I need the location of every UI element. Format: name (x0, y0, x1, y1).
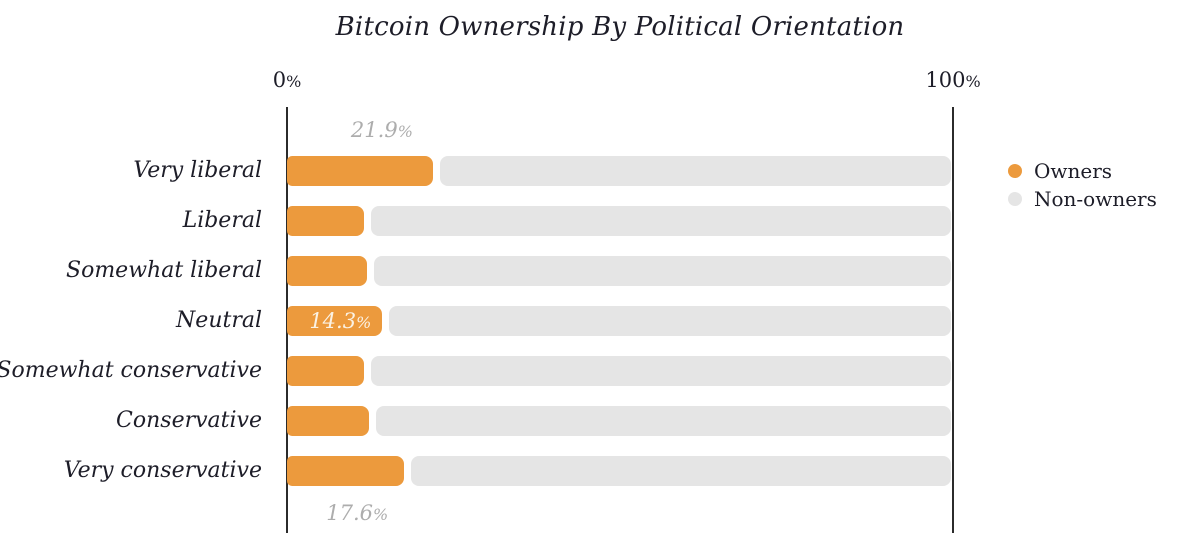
non-owners-bar (371, 356, 951, 386)
category-label: Somewhat conservative (0, 358, 262, 383)
non-owners-bar (375, 406, 951, 436)
legend-label-owners: Owners (1034, 159, 1113, 183)
owners-bar (287, 456, 405, 486)
non-owners-bar (439, 156, 951, 186)
y-axis-line-100pct (952, 107, 954, 533)
legend-item-owners: Owners (1008, 157, 1157, 185)
owners-bar (287, 306, 383, 336)
non-owners-bar (373, 256, 951, 286)
owners-bar (287, 356, 365, 386)
non-owners-bar (389, 306, 951, 336)
category-label: Very conservative (63, 458, 262, 483)
owners-bar (287, 156, 433, 186)
chart-title: Bitcoin Ownership By Political Orientati… (335, 12, 905, 42)
owners-legend-dot-icon (1008, 164, 1022, 178)
owners-bar (287, 256, 367, 286)
legend-label-non-owners: Non-owners (1034, 187, 1157, 211)
bar-value-label: 21.9% (350, 118, 413, 142)
bar-value-label: 17.6% (326, 501, 389, 525)
category-label: Somewhat liberal (66, 258, 262, 283)
category-label: Liberal (182, 208, 262, 233)
non-owners-bar (371, 206, 951, 236)
category-label: Conservative (116, 408, 262, 433)
x-tick-label-100pct: 100% (925, 68, 981, 92)
legend-item-non-owners: Non-owners (1008, 185, 1157, 213)
category-label: Very liberal (133, 158, 262, 183)
category-label: Neutral (176, 308, 262, 333)
owners-bar (287, 206, 365, 236)
bar-value-label: 14.3% (309, 309, 372, 333)
x-tick-label-0pct: 0% (272, 68, 302, 92)
non-owners-legend-dot-icon (1008, 192, 1022, 206)
non-owners-bar (411, 456, 951, 486)
legend: Owners Non-owners (1008, 157, 1157, 213)
owners-bar (287, 406, 369, 436)
